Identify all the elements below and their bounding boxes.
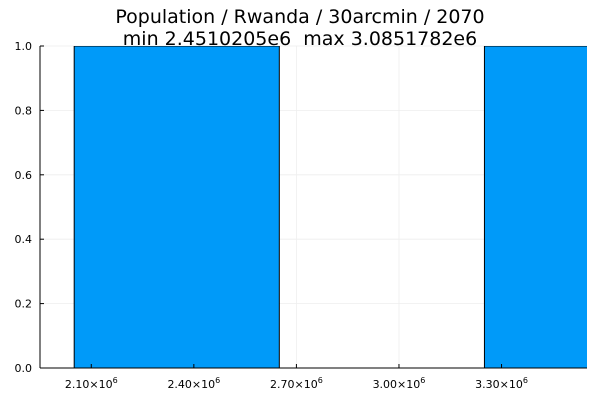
x-tick-labels: 2.10×106 2.40×106 2.70×106 3.00×106 3.30×106 (65, 376, 528, 391)
y-tick-label: 0.6 (15, 169, 33, 182)
histogram-bar (483, 46, 587, 368)
x-tick-label: 2.40×106 (167, 376, 220, 391)
y-tick-label: 0.0 (15, 362, 33, 375)
x-tick-label: 2.70×106 (270, 376, 323, 391)
x-tick-label: 3.30×106 (475, 376, 528, 391)
y-tick-label: 0.4 (15, 233, 33, 246)
chart-subtitle: min 2.4510205e6 max 3.0851782e6 (122, 28, 478, 50)
y-tick-label: 0.8 (15, 104, 33, 117)
x-tick-label: 2.10×106 (65, 376, 118, 391)
axis-layer (39, 45, 587, 369)
x-tick-label: 3.00×106 (373, 376, 426, 391)
y-tick-label: 1.0 (15, 40, 33, 53)
y-tick-label: 0.2 (15, 298, 33, 311)
histogram-bar (73, 46, 280, 368)
chart-title: Population / Rwanda / 30arcmin / 2070 (115, 6, 485, 28)
bar-layer (73, 46, 587, 368)
y-tick-labels: 0.0 0.2 0.4 0.6 0.8 1.0 (15, 40, 33, 375)
